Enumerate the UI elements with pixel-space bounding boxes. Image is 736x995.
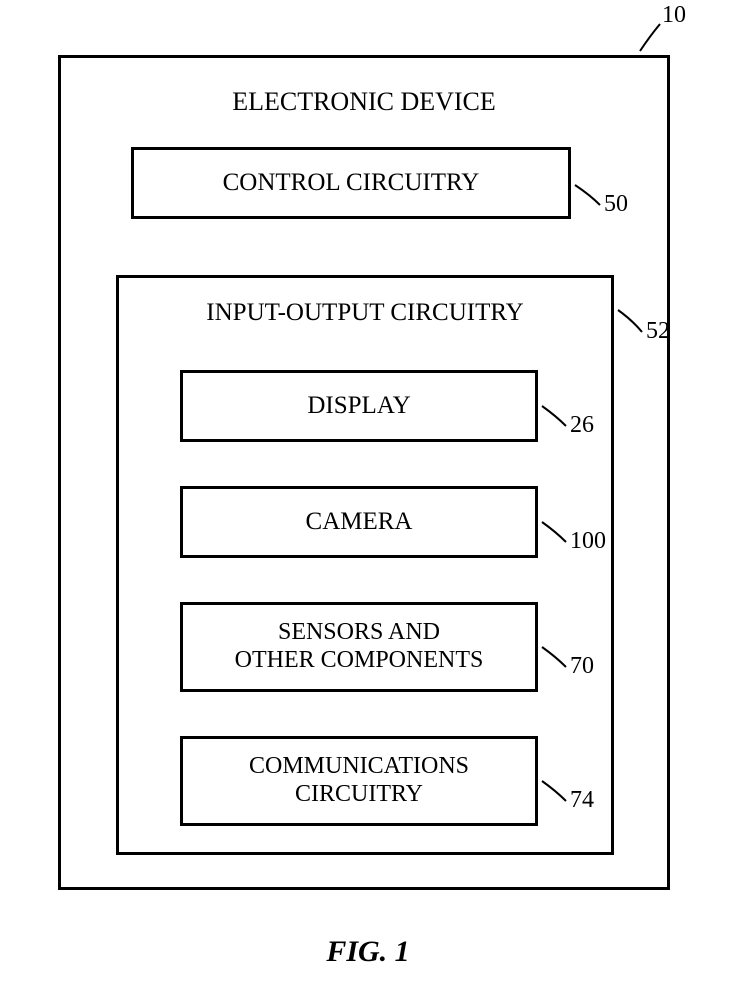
figure-label: FIG. 1 bbox=[0, 935, 736, 969]
lead-line-74 bbox=[0, 0, 736, 995]
patent-figure: ELECTRONIC DEVICE 10 CONTROL CIRCUITRY 5… bbox=[0, 0, 736, 995]
ref-74: 74 bbox=[570, 787, 594, 814]
